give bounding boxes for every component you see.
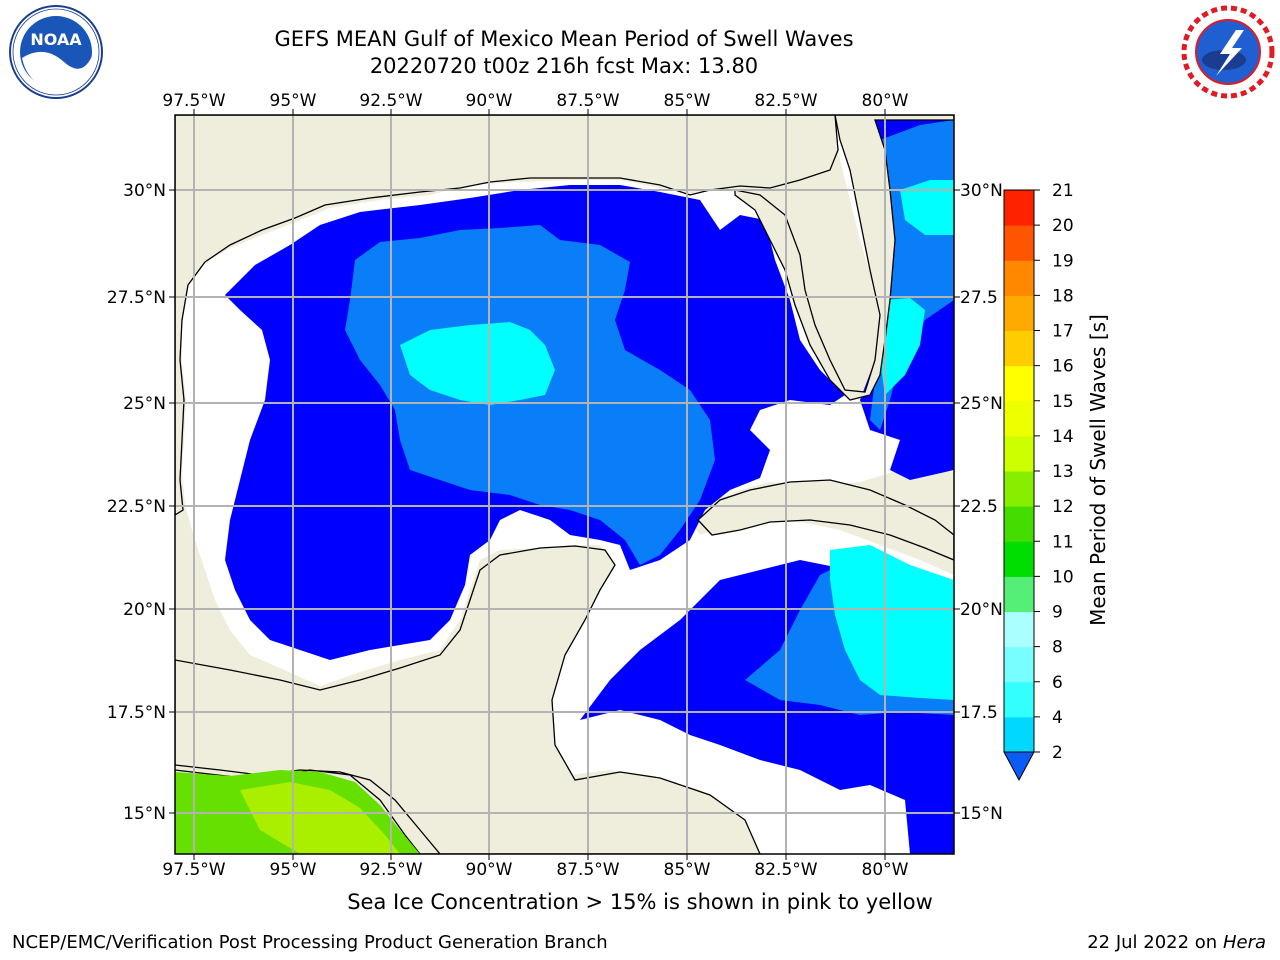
colorbar-tick-label: 20 <box>1052 216 1074 236</box>
colorbar-tick-label: 11 <box>1052 532 1074 552</box>
lat-label: 30°N <box>960 181 1003 201</box>
lon-label: 90°W <box>466 860 513 880</box>
colorbar-tick-label: 6 <box>1052 673 1063 693</box>
lat-label: 20°N <box>123 600 166 620</box>
land-north-coast <box>175 115 839 516</box>
lon-label: 97.5°W <box>162 91 225 111</box>
lon-label: 92.5°W <box>359 860 422 880</box>
colorbar-segment <box>1004 190 1034 226</box>
colorbar-tick-label: 19 <box>1052 251 1074 271</box>
colorbar-segment <box>1004 471 1034 507</box>
footer-credit: NCEP/EMC/Verification Post Processing Pr… <box>12 932 608 953</box>
lon-label: 95°W <box>270 860 317 880</box>
lon-label: 92.5°W <box>359 91 422 111</box>
land-florida <box>734 115 954 401</box>
colorbar-tick-label: 8 <box>1052 638 1063 658</box>
colorbar-tick-label: 12 <box>1052 497 1074 517</box>
colorbar-segment <box>1004 646 1034 683</box>
colorbar-segment <box>1004 225 1034 261</box>
colorbar-tick-label: 10 <box>1052 567 1074 587</box>
lon-labels-bottom: 97.5°W 95°W 92.5°W 90°W 87.5°W 85°W 82.5… <box>162 860 908 880</box>
lat-label: 20°N <box>960 600 1003 620</box>
footer-host: Hera <box>1222 932 1266 953</box>
lon-labels-top: 97.5°W 95°W 92.5°W 90°W 87.5°W 85°W 82.5… <box>162 91 908 111</box>
noaa-logo-text: NOAA <box>30 30 82 49</box>
lat-label: 22.5°N <box>107 497 166 517</box>
colorbar-extend-triangle <box>1003 751 1035 782</box>
axis-tick-marks <box>169 109 960 860</box>
map-frame <box>174 114 955 855</box>
lat-label: 17.5 <box>960 703 998 723</box>
lon-label: 80°W <box>862 860 909 880</box>
lat-label: 25°N <box>960 394 1003 414</box>
colorbar-tick-label: 9 <box>1052 603 1063 623</box>
swell-high-region-atlantic <box>880 180 954 395</box>
footer-date-text: 22 Jul 2022 on <box>1087 932 1223 953</box>
lon-label: 90°W <box>466 91 513 111</box>
lat-label: 27.5 <box>960 288 998 308</box>
colorbar-segment <box>1004 506 1034 542</box>
sea-ice-note: Sea Ice Concentration > 15% is shown in … <box>0 890 1280 914</box>
lat-label: 15°N <box>960 804 1003 824</box>
lon-label: 80°W <box>862 91 909 111</box>
colorbar-label: Mean Period of Swell Waves [s] <box>1086 314 1110 626</box>
nws-logo <box>1181 5 1275 99</box>
colorbar-segment <box>1004 716 1034 753</box>
colorbar-segment <box>1004 576 1034 612</box>
colorbar-tick-label: 4 <box>1052 708 1063 728</box>
lat-label: 22.5 <box>960 497 998 517</box>
swell-high-region-caribbean <box>830 545 954 700</box>
lon-label: 87.5°W <box>556 91 619 111</box>
colorbar-tick-label: 21 <box>1052 181 1074 201</box>
colorbar-tick-label: 13 <box>1052 462 1074 482</box>
colorbar-segment <box>1004 260 1034 296</box>
noaa-logo: NOAA <box>9 5 103 99</box>
lat-label: 27.5°N <box>107 288 166 308</box>
lon-label: 82.5°W <box>754 860 817 880</box>
colorbar-segment <box>1004 435 1034 472</box>
lat-label: 15°N <box>123 804 166 824</box>
lon-label: 82.5°W <box>754 91 817 111</box>
lon-label: 97.5°W <box>162 860 225 880</box>
lon-label: 87.5°W <box>556 860 619 880</box>
colorbar-tick-label: 14 <box>1052 427 1074 447</box>
colorbar-tick-label: 17 <box>1052 322 1074 342</box>
colorbar-segment <box>1004 611 1034 648</box>
colorbar-tick-label: 18 <box>1052 286 1074 306</box>
swell-green-light-region <box>240 782 400 854</box>
lon-label: 95°W <box>270 91 317 111</box>
map-gridlines <box>175 115 954 854</box>
swell-high-region <box>400 322 555 405</box>
map-field <box>175 115 954 854</box>
colorbar-segment <box>1004 295 1034 331</box>
lat-labels-right: 30°N 27.5 25°N 22.5 20°N 17.5 15°N <box>960 181 1003 824</box>
lat-label: 17.5°N <box>107 703 166 723</box>
colorbar-tick-label: 16 <box>1052 357 1074 377</box>
lat-labels-left: 30°N 27.5°N 25°N 22.5°N 20°N 17.5°N 15°N <box>107 181 166 824</box>
lon-label: 85°W <box>664 91 711 111</box>
sea-ice-note-text: Sea Ice Concentration > 15% is shown in … <box>347 890 933 914</box>
lat-label: 25°N <box>123 394 166 414</box>
chart-subtitle: 20220720 t00z 216h fcst Max: 13.80 <box>369 54 759 78</box>
chart-title: GEFS MEAN Gulf of Mexico Mean Period of … <box>274 27 854 51</box>
lon-label: 85°W <box>664 860 711 880</box>
land-cuba <box>697 479 954 561</box>
colorbar-segment <box>1004 541 1034 577</box>
colorbar-segment <box>1004 400 1034 437</box>
colorbar-segment <box>1004 330 1034 367</box>
colorbar-segment <box>1004 365 1034 402</box>
colorbar: 2 4 6 8 9 10 11 12 13 14 15 16 17 18 19 20 21 <box>1003 181 1074 782</box>
colorbar-tick-label: 2 <box>1052 743 1063 763</box>
footer-date: 22 Jul 2022 on Hera <box>1087 932 1266 953</box>
lat-label: 30°N <box>123 181 166 201</box>
colorbar-tick-label: 15 <box>1052 392 1074 412</box>
colorbar-segment <box>1004 681 1034 718</box>
